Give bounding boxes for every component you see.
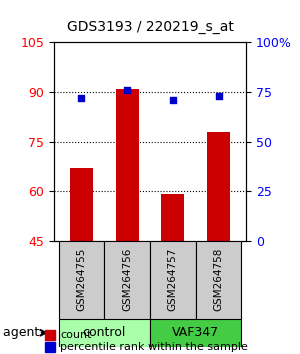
Bar	[70, 168, 93, 241]
FancyBboxPatch shape	[196, 241, 242, 319]
Bar	[45, 342, 55, 352]
Text: GSM264758: GSM264758	[214, 248, 224, 312]
FancyBboxPatch shape	[150, 241, 196, 319]
Text: control: control	[82, 326, 126, 339]
Text: GDS3193 / 220219_s_at: GDS3193 / 220219_s_at	[67, 19, 233, 34]
Point	[125, 87, 130, 93]
Text: percentile rank within the sample: percentile rank within the sample	[60, 342, 248, 352]
Text: GSM264756: GSM264756	[122, 248, 132, 312]
FancyBboxPatch shape	[58, 319, 150, 347]
Text: GSM264757: GSM264757	[168, 248, 178, 312]
FancyBboxPatch shape	[58, 241, 104, 319]
Bar	[207, 132, 230, 241]
Text: agent: agent	[3, 326, 43, 339]
Point	[216, 93, 221, 99]
Point	[170, 97, 175, 103]
Bar	[161, 194, 184, 241]
Bar	[45, 330, 55, 340]
Point	[79, 95, 84, 101]
Text: VAF347: VAF347	[172, 326, 219, 339]
Text: GSM264755: GSM264755	[76, 248, 86, 312]
Text: count: count	[60, 330, 92, 340]
FancyBboxPatch shape	[104, 241, 150, 319]
Bar	[116, 89, 139, 241]
FancyBboxPatch shape	[150, 319, 242, 347]
